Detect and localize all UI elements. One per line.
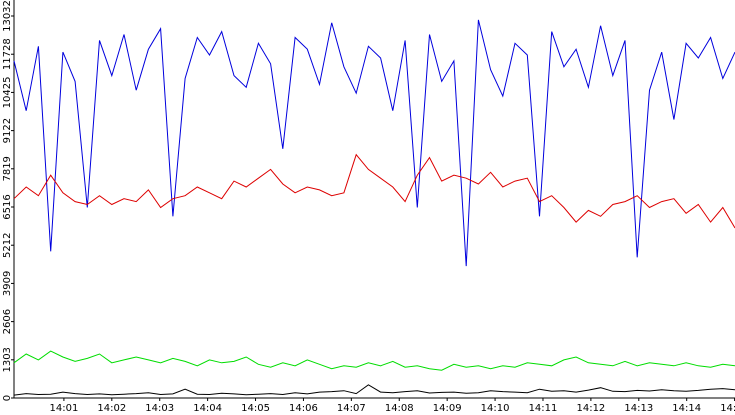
y-tick-label: 0: [2, 395, 13, 401]
y-tick-label: 7819: [2, 156, 13, 181]
x-tick-label: 14:01: [49, 403, 78, 414]
x-tick-label: 14:04: [193, 403, 222, 414]
y-tick-label: 1303: [2, 347, 13, 372]
y-tick-label: 3909: [2, 271, 13, 296]
y-tick-label: 10425: [2, 77, 13, 109]
x-tick-label: 14:14: [672, 403, 701, 414]
x-tick-label: 14:09: [433, 403, 462, 414]
y-tick-label: 6516: [2, 194, 13, 219]
x-tick-label: 14:05: [241, 403, 270, 414]
series-line: [13, 19, 735, 267]
x-tick-label: 14:12: [576, 403, 605, 414]
y-tick-label: 2606: [2, 309, 13, 334]
x-tick-label: 14:03: [145, 403, 174, 414]
x-tick-label: 14:02: [97, 403, 126, 414]
y-tick-label: 9122: [2, 118, 13, 143]
x-tick-label: 14:10: [481, 403, 510, 414]
series-line: [13, 153, 735, 229]
x-tick-label: 14:11: [529, 403, 558, 414]
series-line: [13, 350, 735, 371]
y-tick-label: 5212: [2, 232, 13, 257]
y-tick-label: 11728: [2, 38, 13, 70]
x-tick-label: 14:06: [289, 403, 318, 414]
x-tick-label: 14:08: [385, 403, 414, 414]
x-tick-label: 14:13: [624, 403, 653, 414]
y-tick-label: 13032: [2, 0, 13, 32]
x-tick-label: 14:07: [337, 403, 366, 414]
x-tick-label: 14:15: [720, 403, 735, 414]
series-line: [13, 384, 735, 396]
